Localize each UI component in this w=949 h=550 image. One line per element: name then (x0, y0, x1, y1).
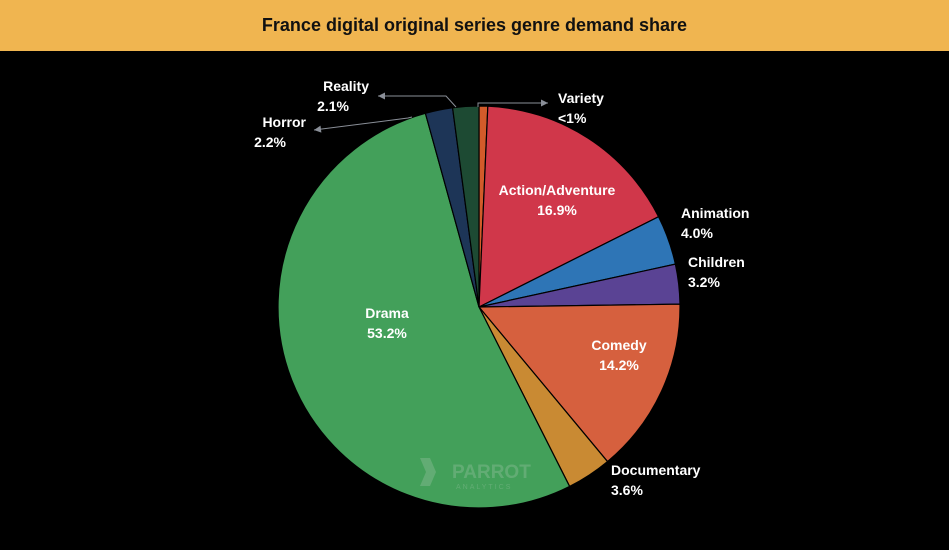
slice-reality (451, 105, 480, 308)
label-value-documentary: 3.6% (611, 482, 643, 498)
label-value-action-adventure: 16.9% (537, 202, 577, 218)
leader-line-reality (378, 95, 457, 108)
label-value-animation: 4.0% (681, 225, 713, 241)
label-action-adventure: Action/Adventure 16.9% (499, 182, 616, 218)
slice-drama (277, 112, 571, 509)
label-variety: Variety <1% (558, 90, 604, 126)
leader-arrow-reality (378, 92, 385, 100)
label-name-action-adventure: Action/Adventure (499, 182, 616, 198)
label-name-reality: Reality (323, 78, 369, 94)
label-horror: Horror 2.2% (254, 114, 306, 150)
leader-lines (313, 92, 548, 133)
label-comedy: Comedy 14.2% (591, 337, 646, 373)
label-children: Children 3.2% (688, 254, 745, 290)
label-value-drama: 53.2% (367, 325, 407, 341)
label-drama: Drama 53.2% (365, 305, 409, 341)
parrot-logo-icon (420, 458, 436, 486)
label-value-variety: <1% (558, 110, 587, 126)
label-reality: Reality 2.1% (317, 78, 369, 114)
label-animation: Animation 4.0% (681, 205, 749, 241)
leader-line-variety (477, 102, 548, 107)
slice-comedy (477, 303, 681, 463)
slice-labels: Variety <1% Action/Adventure 16.9% Animation… (254, 78, 749, 498)
label-name-horror: Horror (262, 114, 306, 130)
leader-arrow-variety (541, 99, 548, 107)
slice-action-adventure (478, 105, 660, 308)
label-name-comedy: Comedy (591, 337, 646, 353)
watermark-sub: ANALYTICS (456, 484, 512, 491)
label-documentary: Documentary 3.6% (611, 462, 701, 498)
label-name-drama: Drama (365, 305, 409, 321)
label-name-children: Children (688, 254, 745, 270)
pie-chart: Variety <1% Action/Adventure 16.9% Animation… (254, 78, 749, 509)
label-name-variety: Variety (558, 90, 604, 106)
chart-title: France digital original series genre dem… (261, 15, 688, 35)
title-bar: France digital original series genre dem… (0, 0, 949, 51)
watermark-brand: PARROT (452, 462, 531, 483)
label-value-children: 3.2% (688, 274, 720, 290)
label-name-animation: Animation (681, 205, 749, 221)
label-value-reality: 2.1% (317, 98, 349, 114)
label-name-documentary: Documentary (611, 462, 701, 478)
label-value-horror: 2.2% (254, 134, 286, 150)
watermark-logo: PARROT ANALYTICS (420, 458, 531, 491)
pie-slices (277, 105, 681, 509)
label-value-comedy: 14.2% (599, 357, 639, 373)
leader-line-horror (313, 116, 413, 131)
leader-arrow-horror (314, 125, 322, 133)
